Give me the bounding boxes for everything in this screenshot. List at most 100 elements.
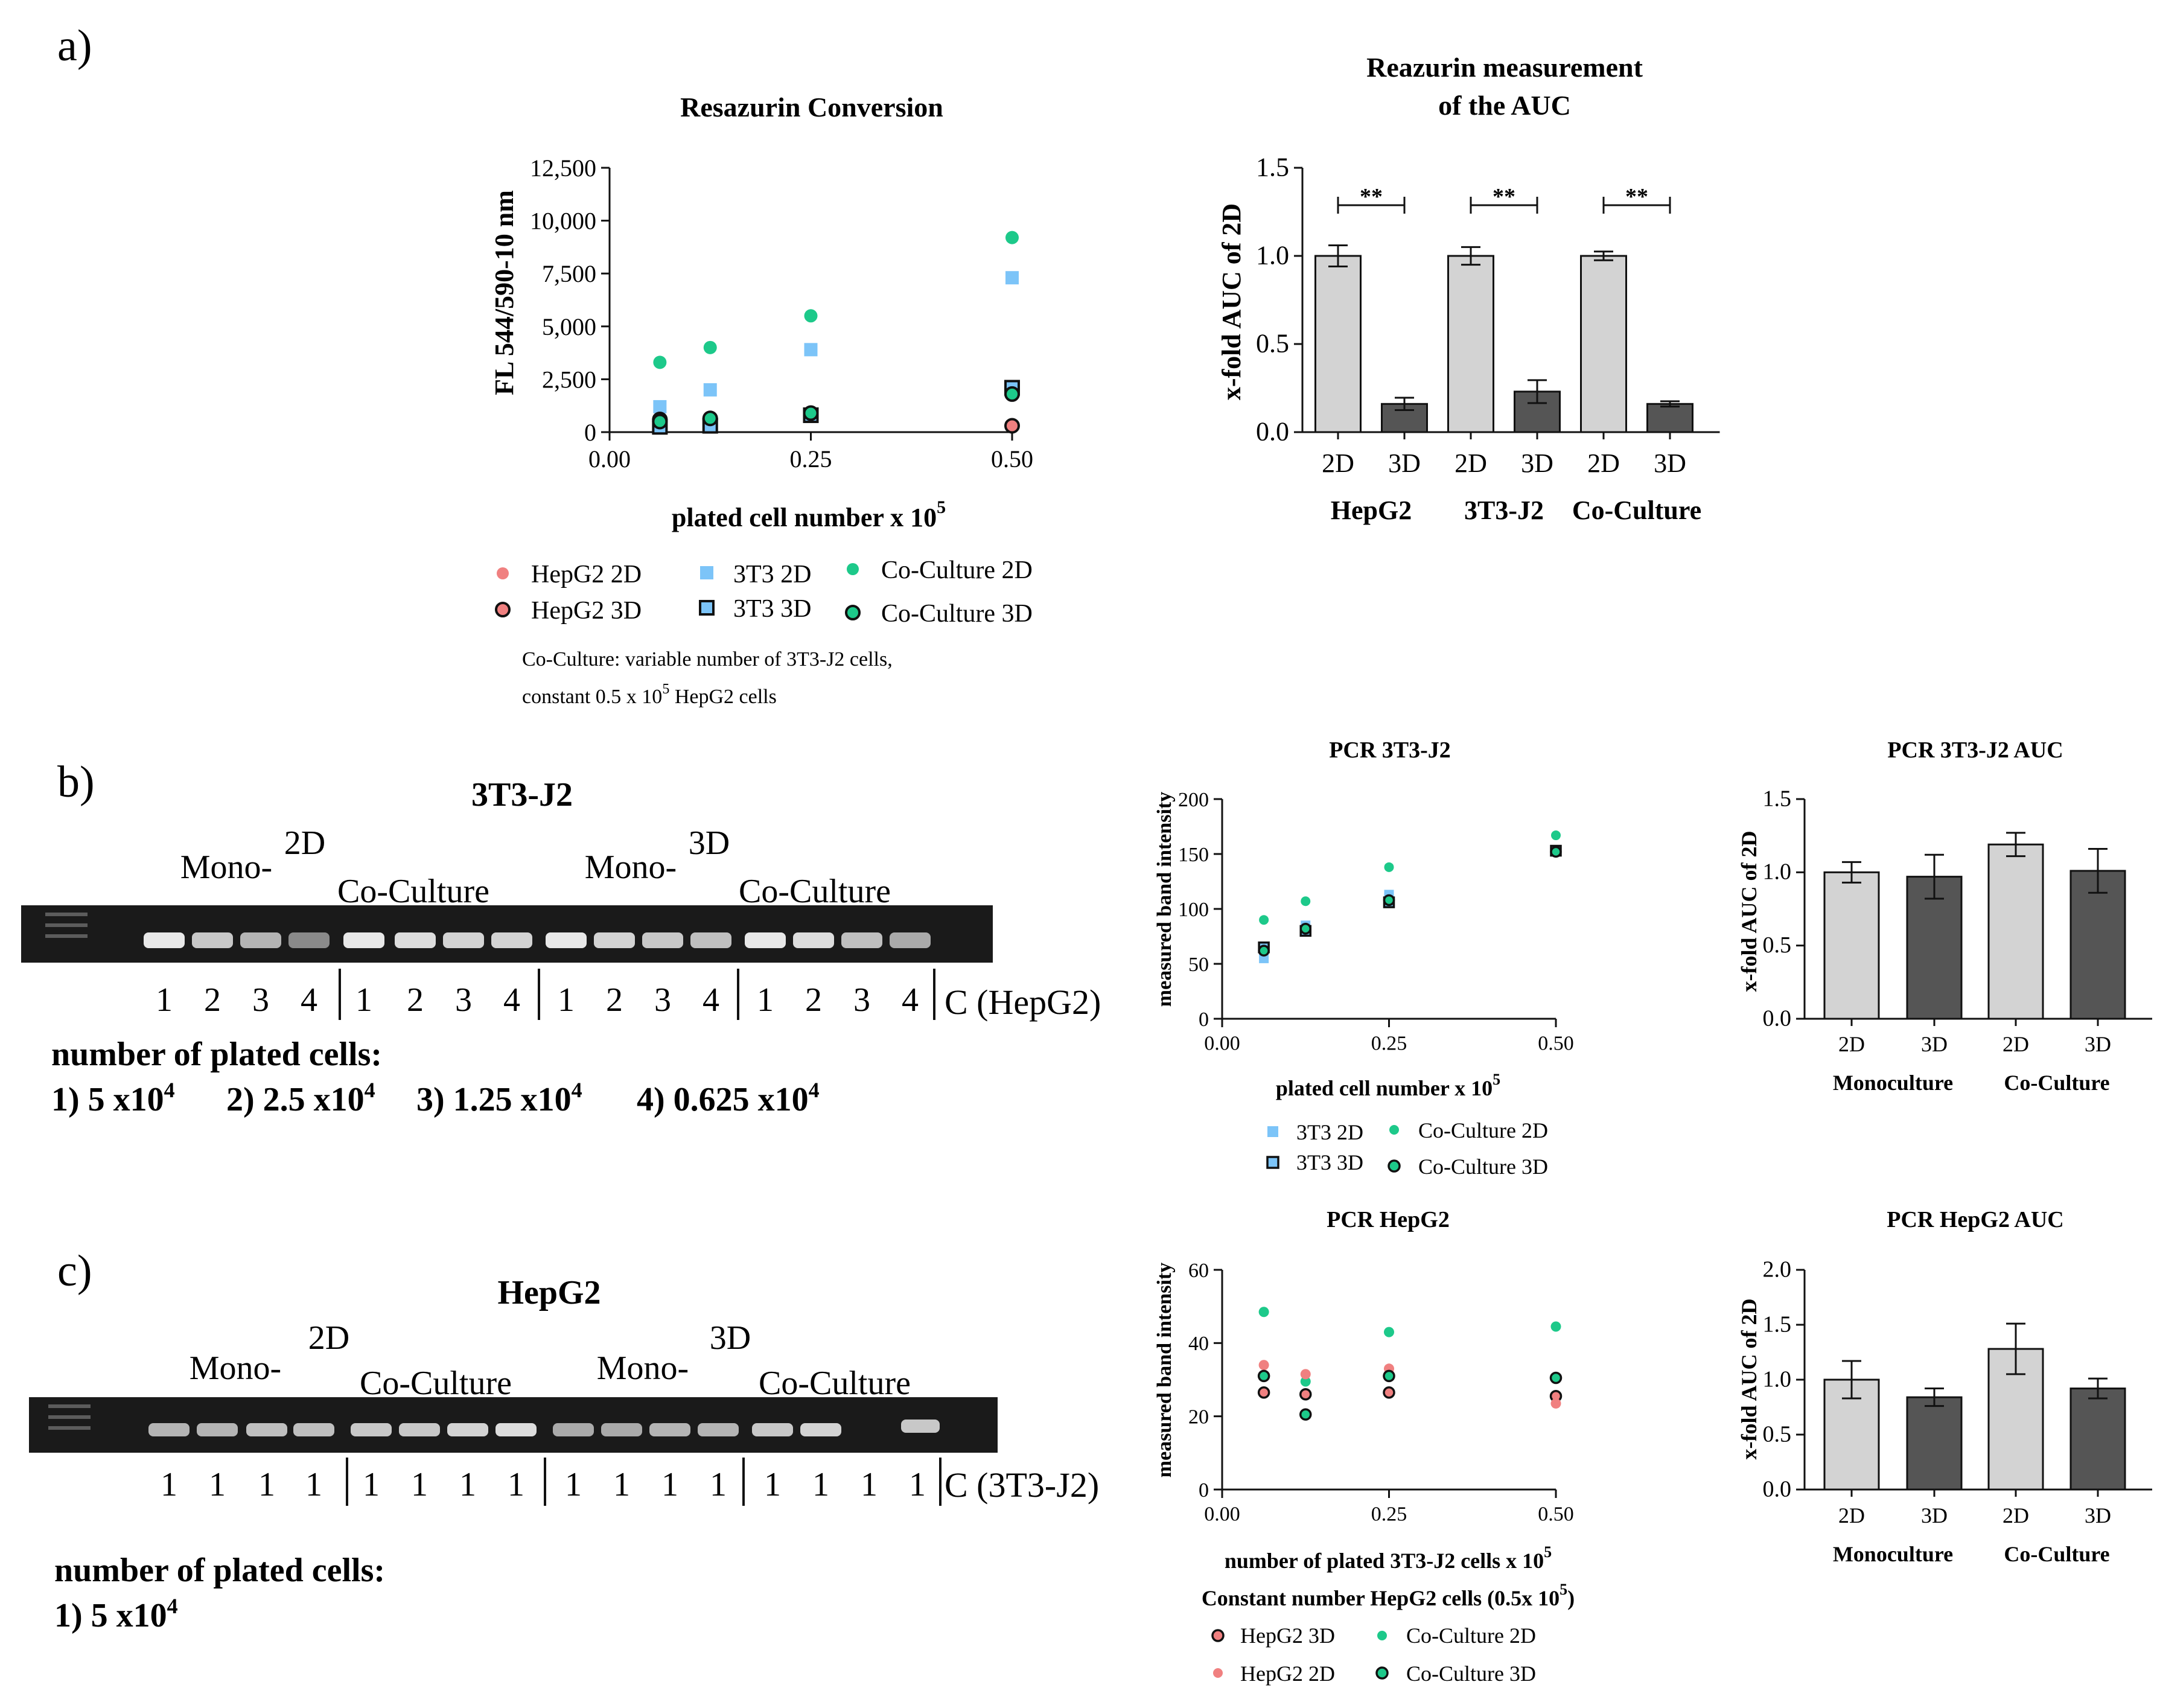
lane-label: 3 <box>252 981 269 1019</box>
gel-control-label: C (3T3-J2) <box>945 1465 1099 1505</box>
lane-label: 1 <box>305 1466 322 1503</box>
data-point <box>1299 923 1311 935</box>
data-point <box>804 343 818 357</box>
x-axis-label: plated cell number x 105 <box>1276 1071 1500 1100</box>
lane-label: 1 <box>764 1466 781 1503</box>
lane-label: 2 <box>204 981 221 1019</box>
gel-band <box>800 1423 841 1436</box>
legend-marker <box>1389 1125 1399 1135</box>
panel-label-a: a) <box>57 21 92 71</box>
gel-band <box>395 932 436 948</box>
legend-label: Co-Culture 3D <box>1418 1155 1548 1179</box>
legend-marker <box>1377 1631 1387 1640</box>
data-point <box>1258 1360 1269 1371</box>
y-tick-label: 2,500 <box>542 366 596 393</box>
legend-note: constant 0.5 x 105 HepG2 cells <box>522 681 777 708</box>
y-axis-label: x-fold AUC of 2D <box>1737 831 1761 992</box>
data-point <box>1550 1398 1561 1409</box>
legend-label: Co-Culture 2D <box>1418 1118 1548 1142</box>
y-tick-label: 1.0 <box>1256 241 1289 270</box>
lane-label: 1 <box>565 1466 582 1503</box>
data-point <box>653 355 667 369</box>
gel-ladder-band <box>48 1426 91 1430</box>
gel-band <box>690 932 731 948</box>
chart-title: PCR 3T3-J2 <box>1329 738 1451 763</box>
gel-band <box>649 1423 690 1436</box>
gel-band <box>148 1423 190 1436</box>
data-point <box>1259 915 1269 925</box>
gel-ladder-band <box>45 923 88 927</box>
gel-band <box>495 1423 537 1436</box>
chart-title: Reazurin measurement <box>1366 52 1643 83</box>
legend-label: HepG2 2D <box>531 561 642 588</box>
category-label: 3D <box>1654 448 1686 478</box>
legend-marker <box>700 566 713 579</box>
gel-band <box>491 932 532 948</box>
category-label: 3D <box>1521 448 1553 478</box>
gel-hepg2: HepG2 2D 3D Mono- Co-Culture Mono- Co-Cu… <box>29 1274 1099 1634</box>
legend-marker <box>699 600 715 616</box>
x-tick-label: 0.25 <box>1371 1032 1407 1054</box>
gel-ladder-band <box>45 934 88 938</box>
category-label: 2D <box>2002 1503 2029 1528</box>
y-tick-label: 1.5 <box>1256 153 1289 182</box>
legend-marker <box>1375 1666 1389 1680</box>
group-label: Co-Culture <box>2004 1542 2109 1566</box>
legend-label: Co-Culture 2D <box>881 556 1033 584</box>
legend-pcr-3t3: 3T3 2D Co-Culture 2D 3T3 3D Co-Culture 3… <box>1266 1118 1548 1179</box>
y-tick-label: 7,500 <box>542 260 596 287</box>
legend-label: 3T3 3D <box>733 595 812 623</box>
legend-marker <box>495 602 511 617</box>
data-point <box>1383 1386 1395 1399</box>
lane-label: 1 <box>757 981 774 1019</box>
data-point <box>653 400 667 413</box>
lane-label: 1 <box>508 1466 524 1503</box>
gel-label-co: Co-Culture <box>759 1365 911 1402</box>
gel-label-co: Co-Culture <box>739 873 891 910</box>
gel-label-co: Co-Culture <box>360 1365 512 1402</box>
lane-label: 2 <box>805 981 822 1019</box>
lane-label: 1 <box>661 1466 678 1503</box>
gel-band <box>447 1423 488 1436</box>
panel-label-b: b) <box>57 757 95 807</box>
gel-band <box>793 932 834 948</box>
significance-label: ** <box>1493 184 1515 209</box>
gel-band <box>246 1423 287 1436</box>
y-tick-label: 1.5 <box>1763 1311 1792 1337</box>
chart-title: Resazurin Conversion <box>680 92 943 123</box>
group-label: Co-Culture <box>2004 1071 2109 1095</box>
data-point <box>1384 1327 1394 1337</box>
data-point <box>1383 894 1395 907</box>
gel-control-label: C (HepG2) <box>945 983 1101 1022</box>
data-point <box>1551 830 1561 841</box>
lane-label: 1 <box>613 1466 630 1503</box>
y-tick-label: 5,000 <box>542 313 596 340</box>
gel-band <box>197 1423 238 1436</box>
x-tick-label: 0.50 <box>1538 1503 1574 1525</box>
y-tick-label: 20 <box>1188 1406 1209 1429</box>
y-tick-label: 1.0 <box>1763 1366 1792 1392</box>
lane-label: 1 <box>411 1466 428 1503</box>
significance-label: ** <box>1360 184 1383 209</box>
gel-band <box>399 1423 440 1436</box>
chart-title: PCR 3T3-J2 AUC <box>1887 738 2063 763</box>
legend-pcr-hepg2: HepG2 3D Co-Culture 2D HepG2 2D Co-Cultu… <box>1211 1624 1536 1686</box>
plated-cells-title: number of plated cells: <box>54 1552 385 1589</box>
plated-cells-item: 2) 2.5 x104 <box>226 1078 375 1118</box>
legend-marker <box>497 567 509 579</box>
lane-label: 2 <box>407 981 424 1019</box>
plated-cells-item: 1) 5 x104 <box>51 1078 175 1118</box>
gel-band <box>351 1423 392 1436</box>
chart-subtitle: of the AUC <box>1438 90 1571 121</box>
gel-band <box>642 932 683 948</box>
lane-label: 1 <box>909 1466 926 1503</box>
data-point <box>803 405 819 421</box>
gel-band <box>443 932 484 948</box>
data-point <box>1550 846 1562 858</box>
bar <box>1906 876 1963 1020</box>
group-label: HepG2 <box>1331 496 1412 525</box>
group-label: 3T3-J2 <box>1464 496 1544 525</box>
legend-label: HepG2 3D <box>1240 1624 1335 1648</box>
gel-band <box>601 1423 642 1436</box>
plated-cells-item: 1) 5 x104 <box>54 1594 178 1634</box>
